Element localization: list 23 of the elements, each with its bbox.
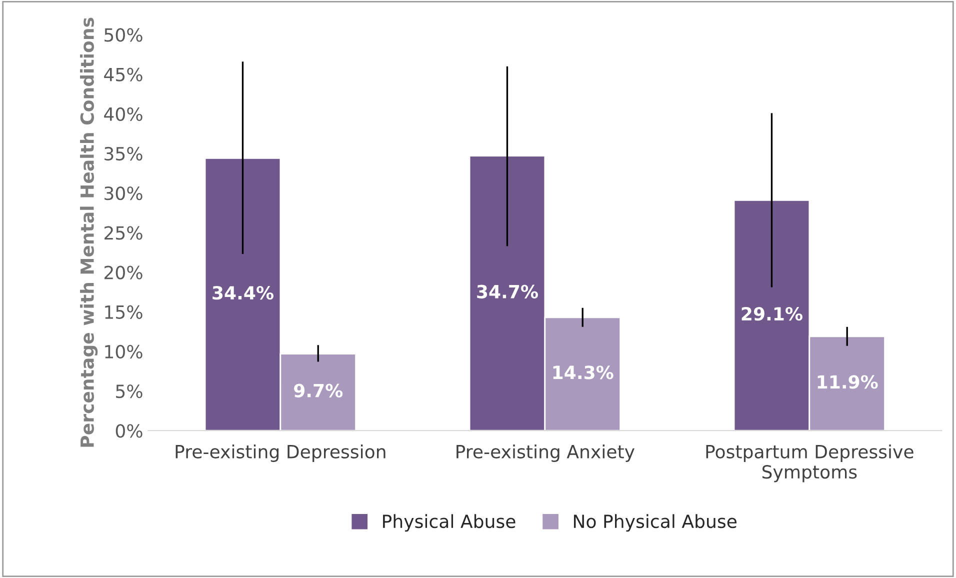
data-label: 9.7% xyxy=(294,384,343,398)
legend-label: No Physical Abuse xyxy=(574,514,736,532)
data-label: 34.4% xyxy=(212,286,274,300)
y-tick-label: 10% xyxy=(105,344,142,359)
y-tick-label: 0% xyxy=(116,424,142,438)
y-tick-label: 35% xyxy=(104,146,142,161)
y-tick-label: 40% xyxy=(104,107,142,121)
y-axis-title: Percentage with Mental Health Conditions xyxy=(80,18,98,447)
y-tick-label: 20% xyxy=(104,266,142,280)
x-tick-label: Pre-existing Anxiety xyxy=(456,444,634,462)
y-tick-label: 25% xyxy=(104,226,142,240)
x-tick-label: Postpartum Depressive Symptoms xyxy=(706,444,914,482)
data-label: 14.3% xyxy=(553,366,614,380)
y-tick-label: 5% xyxy=(116,384,142,398)
data-label: 34.7% xyxy=(477,284,538,298)
y-tick-label: 15% xyxy=(105,305,142,319)
legend-label: Physical Abuse xyxy=(383,514,516,532)
data-label: 11.9% xyxy=(818,375,878,389)
x-tick-label: Pre-existing Depression xyxy=(176,444,386,462)
y-tick-label: 30% xyxy=(104,186,142,200)
y-tick-label: 50% xyxy=(104,28,142,42)
y-tick-label: 45% xyxy=(104,68,142,82)
data-label: 29.1% xyxy=(742,306,802,321)
